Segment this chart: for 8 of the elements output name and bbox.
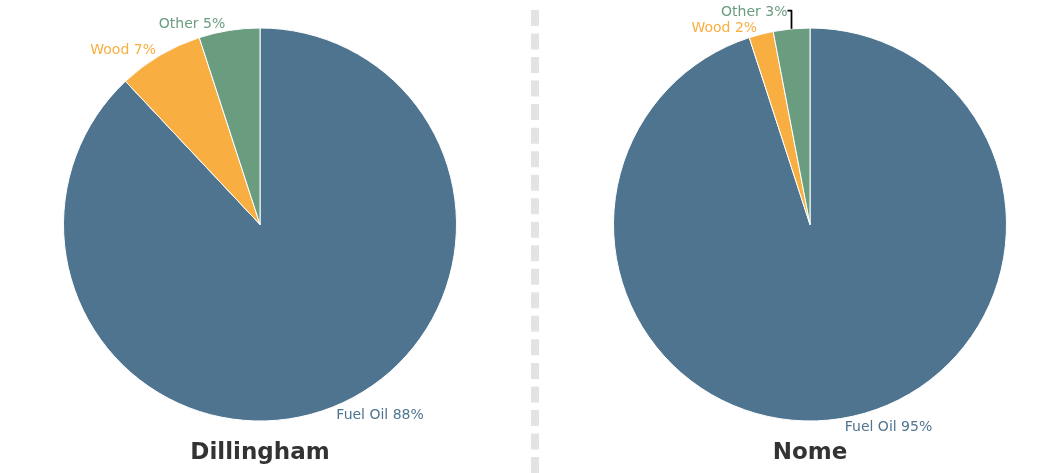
- slice-label: Wood 2%: [691, 18, 758, 35]
- slice-label: Fuel Oil 88%: [336, 406, 424, 423]
- slice-label: Fuel Oil 95%: [844, 418, 933, 435]
- slice-label: Other 5%: [158, 14, 226, 31]
- text: Dillingham: [190, 437, 330, 464]
- text: Nome: [772, 437, 848, 464]
- slice-label: Other 3%: [721, 2, 788, 19]
- slice-label: Wood 7%: [90, 41, 156, 58]
